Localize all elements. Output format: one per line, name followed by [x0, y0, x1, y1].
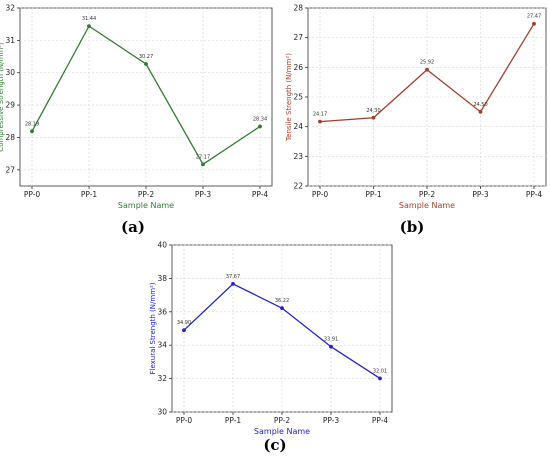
y-tick-label: 23: [293, 152, 303, 161]
x-tick-label: PP-0: [176, 416, 193, 425]
x-tick-label: PP-4: [526, 190, 543, 199]
x-tick-label: PP-3: [472, 190, 489, 199]
y-tick-label: 28: [293, 4, 303, 13]
data-point: [182, 328, 186, 333]
x-axis-label: Sample Name: [254, 427, 310, 436]
y-axis-label: Compressive Strength (N/mm²): [0, 42, 5, 152]
chart-panel-c: 30 32 34 36 38 40 PP-0 PP-1 PP-2 PP-3 PP-4 34.90 37.…: [140, 238, 410, 436]
y-tick-label: 32: [5, 4, 15, 13]
x-axis-label: Sample Name: [399, 201, 455, 210]
compressive-strength-chart: 27 28 29 30 31 32 PP-0 PP-1 PP-2 PP-3 PP-4 28.19 31.…: [0, 4, 273, 210]
y-tick-label: 29: [5, 101, 15, 110]
x-tick-label: PP-2: [419, 190, 436, 199]
y-tick-label: 38: [157, 274, 167, 283]
chart-panel-b: 22 23 24 25 26 27 28 PP-0 PP-1 PP-2 PP-3 PP-4 24.17 2…: [278, 0, 550, 215]
y-tick-label: 28: [5, 133, 15, 142]
data-label: 30.27: [139, 54, 153, 60]
data-label: 27.17: [196, 154, 210, 160]
y-tick-label: 36: [157, 307, 167, 316]
x-tick-label: PP-1: [365, 190, 382, 199]
data-label: 34.90: [177, 320, 191, 326]
tensile-strength-chart: 22 23 24 25 26 27 28 PP-0 PP-1 PP-2 PP-3 PP-4 24.17 2…: [285, 4, 547, 210]
x-tick-label: PP-0: [24, 190, 41, 199]
data-point: [144, 62, 148, 66]
x-tick-label: PP-3: [323, 416, 340, 425]
chart-panel-a: 27 28 29 30 31 32 PP-0 PP-1 PP-2 PP-3 PP-4 28.19 31.…: [0, 0, 275, 215]
x-tick-label: PP-1: [81, 190, 98, 199]
data-point: [87, 24, 91, 29]
y-tick-label: 22: [293, 182, 303, 191]
data-point: [231, 282, 235, 286]
caption-c: (c): [263, 436, 287, 454]
y-tick-label: 24: [293, 122, 303, 131]
x-tick-label: PP-1: [225, 416, 242, 425]
y-tick-label: 40: [157, 241, 167, 250]
data-point: [478, 109, 483, 114]
data-label: 28.19: [25, 121, 39, 127]
data-label: 27.47: [527, 14, 541, 20]
data-label: 31.44: [82, 16, 96, 22]
data-label: 33.91: [324, 337, 338, 343]
data-point: [532, 21, 536, 26]
data-label: 25.92: [420, 60, 434, 66]
data-point: [371, 115, 376, 120]
y-tick-label: 27: [293, 33, 303, 42]
data-point: [425, 67, 429, 72]
data-label: 24.50: [473, 102, 487, 108]
data-label: 24.30: [366, 108, 380, 114]
y-tick-label: 30: [5, 68, 15, 77]
caption-b: (b): [399, 218, 425, 236]
flexural-strength-chart: 30 32 34 36 38 40 PP-0 PP-1 PP-2 PP-3 PP-4 34.90 37.…: [149, 241, 393, 436]
x-tick-label: PP-4: [372, 416, 389, 425]
data-point: [378, 376, 382, 381]
data-label: 36.22: [275, 298, 289, 304]
data-point: [280, 306, 284, 311]
caption-a: (a): [121, 218, 145, 236]
y-axis-label: Flexural Strength (N/mm²): [149, 282, 157, 374]
data-label: 28.34: [253, 116, 267, 122]
data-label: 37.67: [226, 274, 240, 280]
data-label: 24.17: [313, 112, 327, 118]
x-tick-label: PP-3: [195, 190, 212, 199]
y-tick-label: 26: [293, 63, 303, 72]
x-tick-label: PP-0: [312, 190, 329, 199]
data-point: [30, 129, 34, 134]
y-tick-label: 31: [5, 36, 15, 45]
data-point: [201, 162, 205, 167]
y-tick-label: 25: [293, 93, 303, 102]
x-tick-label: PP-2: [274, 416, 291, 425]
y-tick-label: 34: [157, 341, 167, 350]
y-tick-label: 30: [157, 408, 167, 417]
y-tick-label: 27: [5, 165, 15, 174]
y-axis-label: Tensile Strength (N/mm²): [285, 53, 293, 142]
plot-frame: [171, 244, 393, 413]
data-point: [318, 119, 322, 124]
y-tick-label: 32: [157, 374, 167, 383]
data-point: [329, 344, 333, 349]
data-point: [258, 124, 262, 129]
x-tick-label: PP-4: [252, 190, 269, 199]
data-label: 32.01: [373, 368, 387, 374]
x-axis-label: Sample Name: [118, 201, 174, 210]
x-tick-label: PP-2: [138, 190, 155, 199]
